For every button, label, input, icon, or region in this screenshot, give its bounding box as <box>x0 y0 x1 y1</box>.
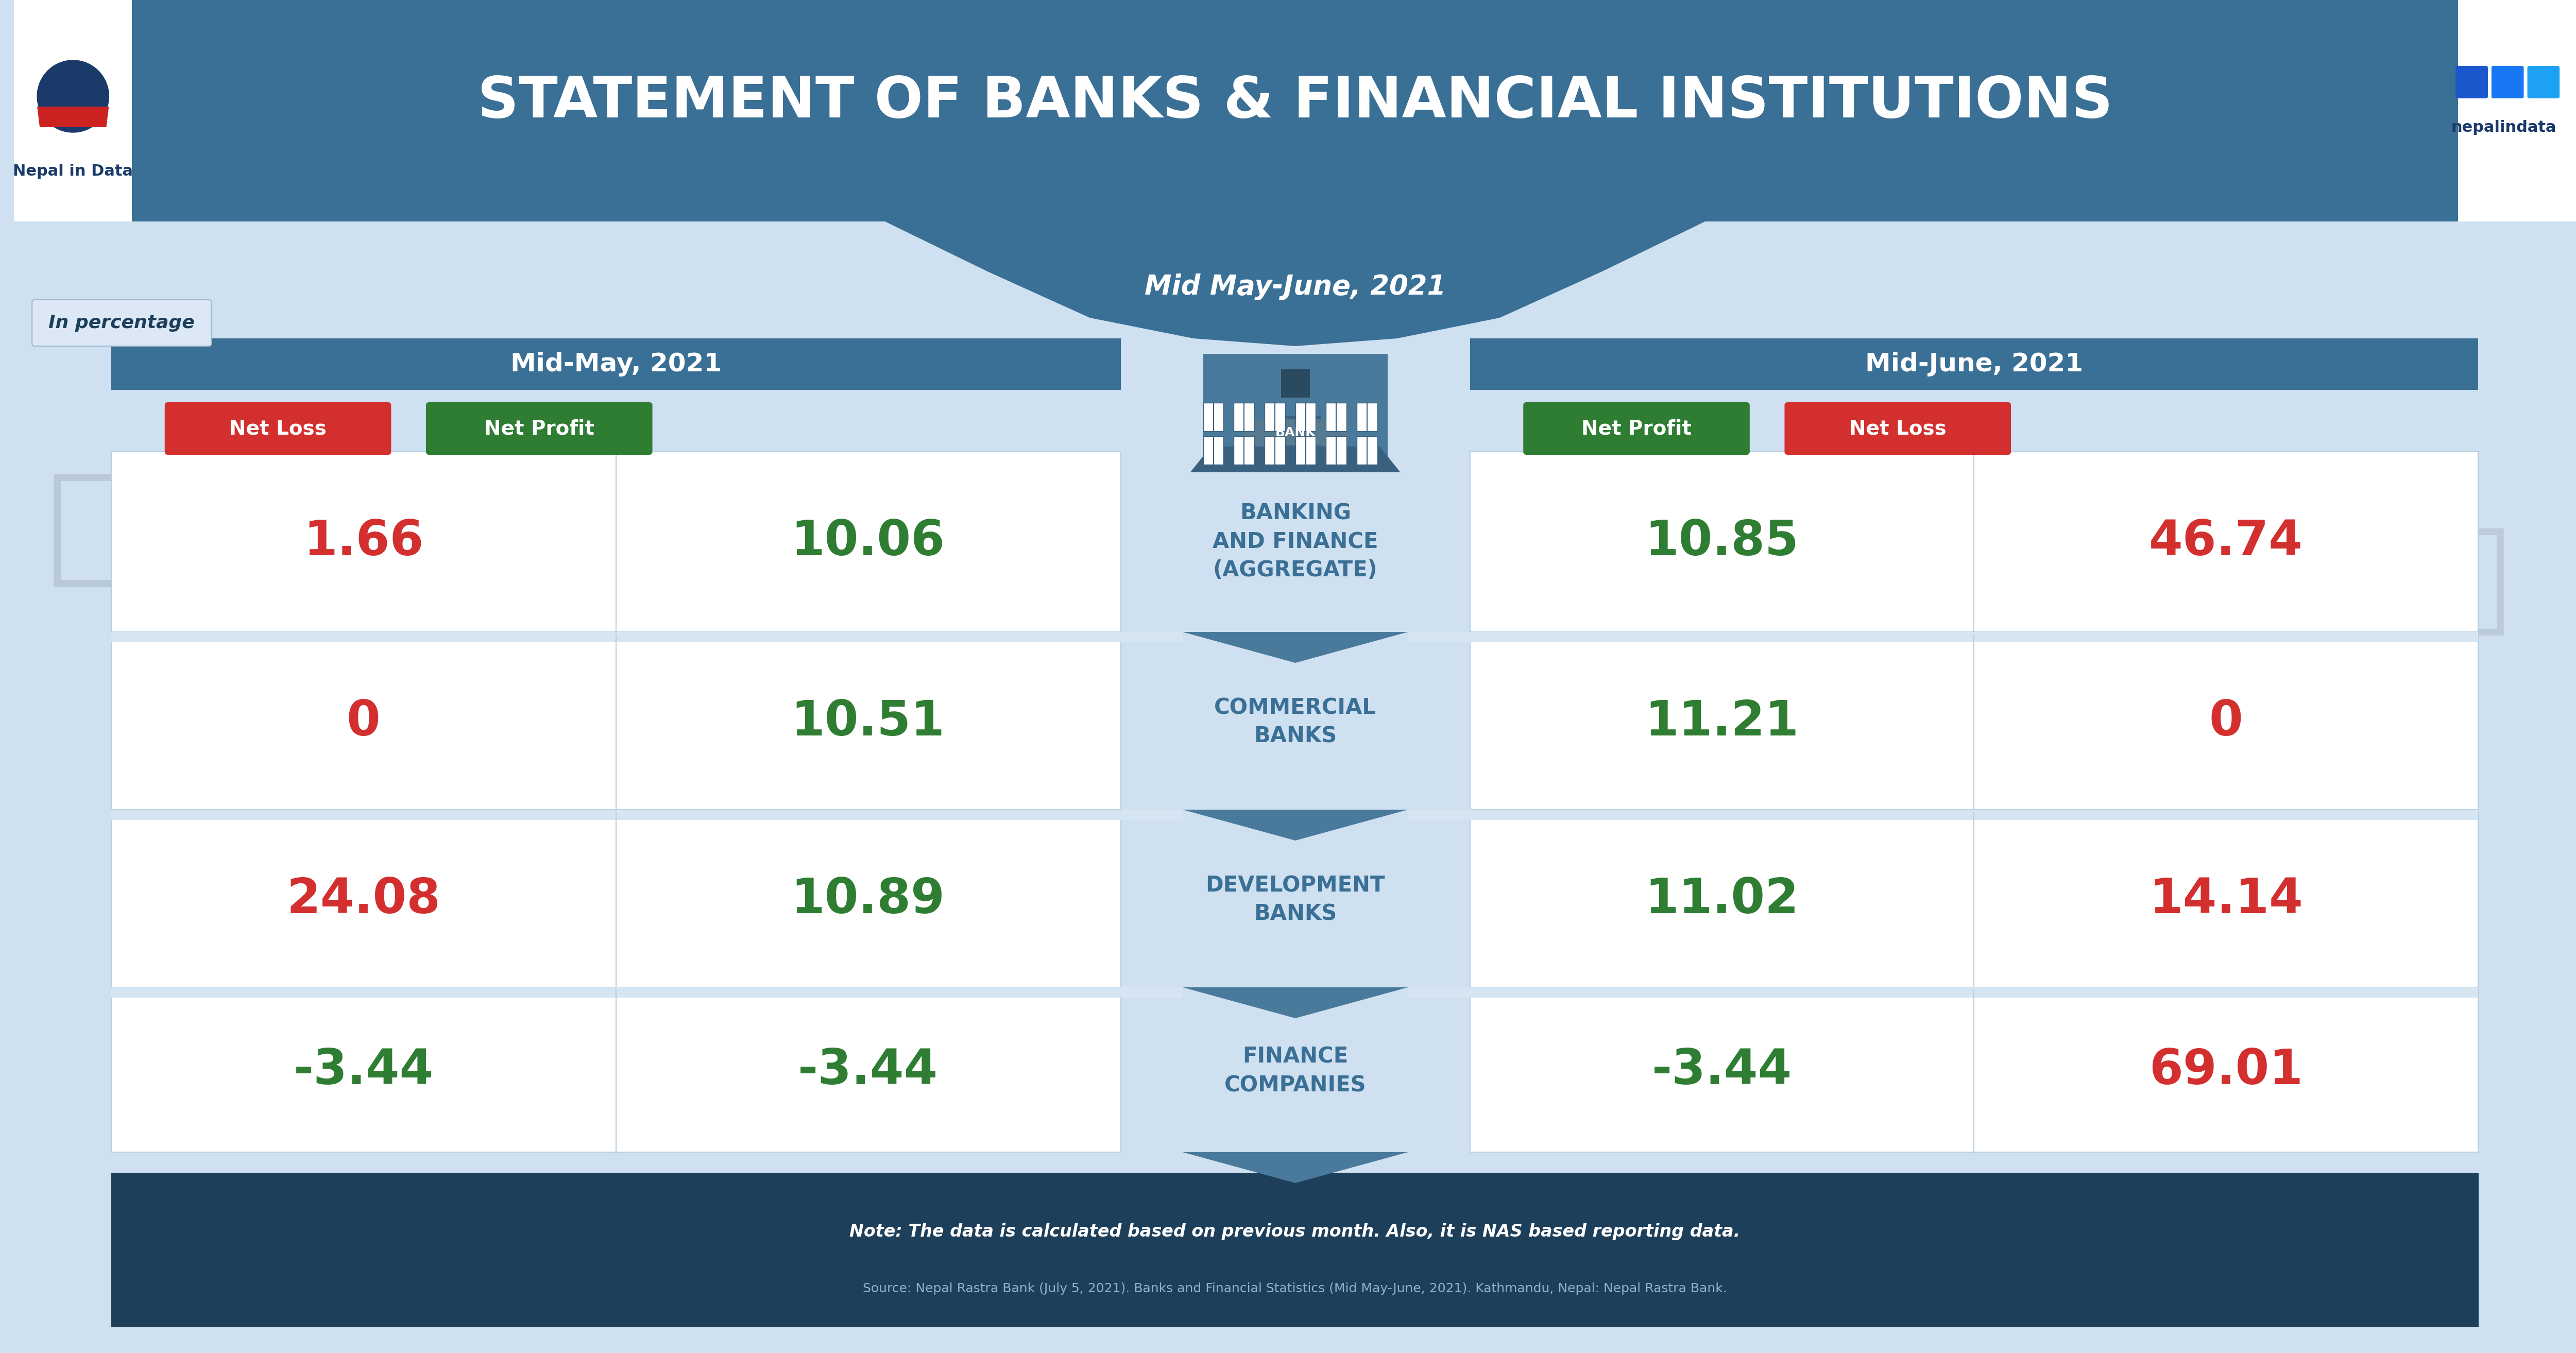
FancyBboxPatch shape <box>1471 338 2478 390</box>
FancyBboxPatch shape <box>1471 452 2478 632</box>
FancyBboxPatch shape <box>2455 66 2488 99</box>
FancyBboxPatch shape <box>1242 419 1347 445</box>
FancyBboxPatch shape <box>1203 403 1224 432</box>
FancyBboxPatch shape <box>1234 403 1255 432</box>
Text: 10.51: 10.51 <box>791 698 945 746</box>
FancyBboxPatch shape <box>1265 403 1285 432</box>
FancyBboxPatch shape <box>165 402 392 455</box>
Text: -3.44: -3.44 <box>1651 1047 1793 1095</box>
Polygon shape <box>111 809 1182 820</box>
Polygon shape <box>111 988 1182 997</box>
Text: FINANCE
COMPANIES: FINANCE COMPANIES <box>1224 1046 1365 1096</box>
FancyBboxPatch shape <box>425 402 652 455</box>
Text: 69.01: 69.01 <box>2148 1047 2303 1095</box>
Text: 11.21: 11.21 <box>1646 698 1798 746</box>
Polygon shape <box>1409 809 2478 820</box>
Text: Net Loss: Net Loss <box>1850 418 1947 438</box>
Text: nepalindata: nepalindata <box>2452 120 2555 135</box>
FancyBboxPatch shape <box>1785 402 2012 455</box>
FancyBboxPatch shape <box>1358 436 1378 464</box>
FancyBboxPatch shape <box>131 0 2458 222</box>
Text: 10.06: 10.06 <box>791 518 945 566</box>
Text: BANK: BANK <box>1275 426 1316 438</box>
Text: 🎮: 🎮 <box>2416 838 2481 942</box>
FancyBboxPatch shape <box>2527 66 2561 99</box>
Text: 14.14: 14.14 <box>2148 877 2303 924</box>
FancyBboxPatch shape <box>111 452 1121 632</box>
FancyBboxPatch shape <box>111 812 1121 988</box>
FancyBboxPatch shape <box>1203 436 1224 464</box>
FancyBboxPatch shape <box>1234 436 1255 464</box>
Text: Note: The data is calculated based on previous month. Also, it is NAS based repo: Note: The data is calculated based on pr… <box>850 1223 1741 1239</box>
Polygon shape <box>886 222 1705 346</box>
FancyBboxPatch shape <box>1265 436 1285 464</box>
Circle shape <box>23 53 121 150</box>
Polygon shape <box>1409 632 2478 643</box>
Text: STATEMENT OF BANKS & FINANCIAL INSTITUTIONS: STATEMENT OF BANKS & FINANCIAL INSTITUTI… <box>477 74 2112 129</box>
Polygon shape <box>1190 446 1401 472</box>
FancyBboxPatch shape <box>1327 436 1347 464</box>
FancyBboxPatch shape <box>1358 403 1378 432</box>
Polygon shape <box>1182 988 1409 1019</box>
Text: 🎮: 🎮 <box>2437 522 2509 639</box>
FancyBboxPatch shape <box>111 635 1121 809</box>
FancyBboxPatch shape <box>111 990 1121 1153</box>
Text: Mid-June, 2021: Mid-June, 2021 <box>1865 352 2084 376</box>
Text: 10.89: 10.89 <box>791 877 945 924</box>
Text: Mid May-June, 2021: Mid May-June, 2021 <box>1144 273 1445 300</box>
FancyBboxPatch shape <box>1270 415 1321 446</box>
Text: -3.44: -3.44 <box>799 1047 938 1095</box>
Text: -3.44: -3.44 <box>294 1047 433 1095</box>
FancyBboxPatch shape <box>1471 990 2478 1153</box>
FancyBboxPatch shape <box>1522 402 1749 455</box>
FancyBboxPatch shape <box>1327 403 1347 432</box>
Text: 🎮: 🎮 <box>108 835 178 944</box>
FancyBboxPatch shape <box>13 0 2576 222</box>
Text: 0: 0 <box>348 698 381 746</box>
Text: Net Loss: Net Loss <box>229 418 327 438</box>
FancyBboxPatch shape <box>1471 812 2478 988</box>
Polygon shape <box>111 632 1182 643</box>
Circle shape <box>36 61 108 133</box>
FancyBboxPatch shape <box>2491 66 2524 99</box>
Text: Mid-May, 2021: Mid-May, 2021 <box>510 352 721 376</box>
Text: 10.85: 10.85 <box>1646 518 1798 566</box>
FancyBboxPatch shape <box>1296 436 1316 464</box>
Polygon shape <box>1182 1153 1409 1183</box>
Text: COMMERCIAL
BANKS: COMMERCIAL BANKS <box>1213 697 1376 747</box>
FancyBboxPatch shape <box>1296 403 1316 432</box>
FancyBboxPatch shape <box>31 300 211 346</box>
Text: In percentage: In percentage <box>49 314 196 331</box>
Text: Net Profit: Net Profit <box>1582 418 1692 438</box>
Polygon shape <box>36 107 108 127</box>
Text: 0: 0 <box>2210 698 2244 746</box>
Text: BANKING
AND FINANCE
(AGGREGATE): BANKING AND FINANCE (AGGREGATE) <box>1213 502 1378 580</box>
FancyBboxPatch shape <box>13 0 2576 1353</box>
FancyBboxPatch shape <box>111 1173 2478 1327</box>
FancyBboxPatch shape <box>1471 635 2478 809</box>
Text: 46.74: 46.74 <box>2148 518 2303 566</box>
Polygon shape <box>1409 988 2478 997</box>
Polygon shape <box>1182 632 1409 663</box>
FancyBboxPatch shape <box>1203 354 1388 472</box>
Text: 11.02: 11.02 <box>1646 877 1798 924</box>
Text: 24.08: 24.08 <box>286 877 440 924</box>
Text: DEVELOPMENT
BANKS: DEVELOPMENT BANKS <box>1206 875 1386 925</box>
FancyBboxPatch shape <box>111 338 1121 390</box>
Text: Nepal in Data: Nepal in Data <box>13 164 134 179</box>
FancyBboxPatch shape <box>1280 369 1309 398</box>
Text: 1.66: 1.66 <box>304 518 422 566</box>
Text: Source: Nepal Rastra Bank (July 5, 2021). Banks and Financial Statistics (Mid Ma: Source: Nepal Rastra Bank (July 5, 2021)… <box>863 1283 1726 1295</box>
Text: Net Profit: Net Profit <box>484 418 595 438</box>
Text: 🎮: 🎮 <box>46 467 124 591</box>
Polygon shape <box>1182 809 1409 840</box>
